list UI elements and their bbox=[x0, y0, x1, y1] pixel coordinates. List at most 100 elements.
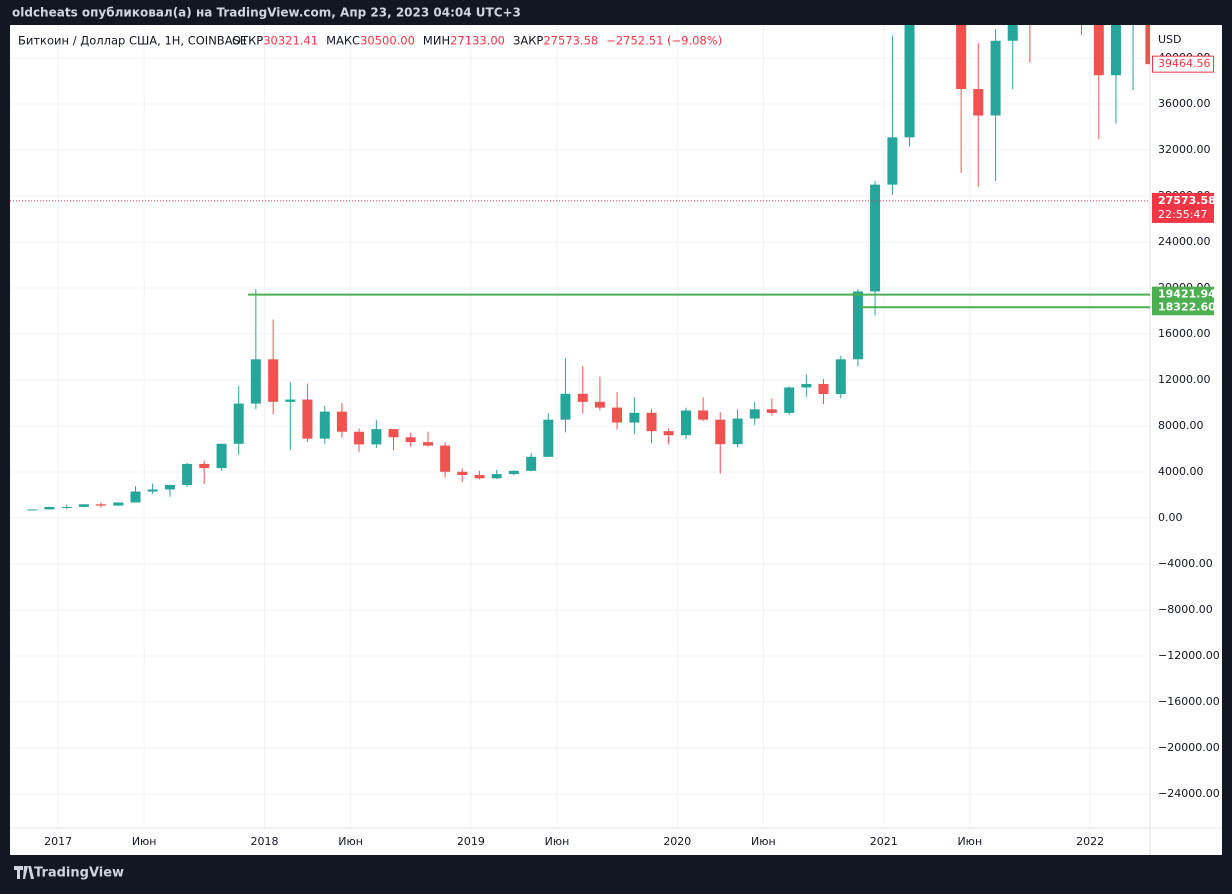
x-tick-label: 2020 bbox=[663, 835, 691, 848]
candle-body bbox=[130, 491, 141, 503]
y-tick-label: −12000.00 bbox=[1158, 649, 1220, 662]
candle-body bbox=[474, 474, 485, 479]
y-tick-label: 24000.00 bbox=[1158, 235, 1211, 248]
y-tick-label: −8000.00 bbox=[1158, 603, 1213, 616]
candle-body bbox=[250, 359, 261, 404]
candle-body bbox=[371, 429, 382, 445]
candle-body bbox=[663, 431, 674, 436]
candle-body bbox=[164, 484, 175, 490]
candle-body bbox=[526, 456, 537, 471]
legend-change: −2752.51 (−9.08%) bbox=[606, 34, 722, 48]
candle-body bbox=[749, 409, 760, 419]
candle-body bbox=[594, 401, 605, 408]
y-tick-label: −24000.00 bbox=[1158, 787, 1220, 800]
candle-body bbox=[784, 387, 795, 413]
candle-body bbox=[78, 504, 89, 507]
candle-body bbox=[680, 410, 691, 436]
y-tick-label: −16000.00 bbox=[1158, 695, 1220, 708]
candle-body bbox=[818, 384, 829, 395]
level-label-bg bbox=[1152, 286, 1214, 303]
candle-body bbox=[956, 25, 967, 90]
candle-body bbox=[216, 443, 227, 469]
candle-body bbox=[852, 291, 863, 360]
candle-body bbox=[96, 504, 107, 506]
candle-body bbox=[1007, 25, 1018, 41]
candle-body bbox=[285, 399, 296, 402]
x-tick-label: 2019 bbox=[457, 835, 485, 848]
x-tick-label: Июн bbox=[132, 835, 157, 848]
candle-body bbox=[27, 509, 38, 511]
legend-label: ЗАКР bbox=[513, 34, 543, 48]
candle-body bbox=[354, 431, 365, 445]
legend-value: 27133.00 bbox=[450, 34, 505, 48]
chart-panel bbox=[10, 25, 1222, 855]
candle-body bbox=[629, 412, 640, 423]
candle-body bbox=[388, 429, 399, 438]
publish-info: oldcheats опубликовал(а) на TradingView.… bbox=[12, 6, 521, 20]
candle-body bbox=[491, 474, 502, 479]
candle-body bbox=[543, 419, 554, 457]
candle-body bbox=[1093, 25, 1104, 76]
x-tick-label: 2022 bbox=[1076, 835, 1104, 848]
candle-body bbox=[319, 411, 330, 439]
price-label-bg bbox=[1152, 192, 1214, 223]
candle-body bbox=[199, 463, 210, 469]
candle-body bbox=[422, 442, 433, 446]
candle-body bbox=[457, 471, 468, 475]
candle-body bbox=[904, 25, 915, 138]
x-tick-label: 2017 bbox=[44, 835, 72, 848]
legend-label: ОТКР bbox=[232, 34, 263, 48]
candle-body bbox=[1145, 25, 1150, 65]
candle-body bbox=[440, 445, 451, 472]
candle-body bbox=[887, 137, 898, 185]
y-tick-label: 0.00 bbox=[1158, 511, 1183, 524]
x-tick-label: 2021 bbox=[870, 835, 898, 848]
candle-body bbox=[182, 463, 193, 485]
x-tick-label: 2018 bbox=[251, 835, 279, 848]
candle-body bbox=[560, 393, 571, 420]
y-tick-label: −20000.00 bbox=[1158, 741, 1220, 754]
axes: 40000.0036000.0032000.0028000.0024000.00… bbox=[44, 51, 1220, 848]
candle-body bbox=[113, 502, 124, 506]
candle-body bbox=[336, 411, 347, 432]
candle-body bbox=[44, 506, 55, 510]
price-label: 27573.58 bbox=[1158, 194, 1216, 207]
last-price-label: 39464.56 bbox=[1158, 57, 1211, 70]
candle-body bbox=[61, 506, 72, 508]
level-label: 18322.60 bbox=[1158, 300, 1216, 313]
y-tick-label: 36000.00 bbox=[1158, 97, 1211, 110]
candle-body bbox=[1110, 25, 1121, 76]
brand-name: TradingView bbox=[34, 866, 124, 881]
candle-body bbox=[801, 384, 812, 388]
level-label: 19421.94 bbox=[1158, 288, 1216, 301]
candle-body bbox=[973, 89, 984, 116]
candle-body bbox=[577, 393, 588, 402]
last-price-bg bbox=[1152, 55, 1214, 73]
y-tick-label: −4000.00 bbox=[1158, 557, 1213, 570]
level-label-bg bbox=[1152, 299, 1214, 316]
candle-body bbox=[990, 40, 1001, 116]
brand: TradingView bbox=[14, 866, 124, 881]
brand-logo bbox=[14, 866, 34, 879]
candle-body bbox=[835, 359, 846, 395]
candle-body bbox=[870, 184, 881, 292]
x-tick-label: Июн bbox=[751, 835, 776, 848]
candle-body bbox=[732, 418, 743, 445]
y-tick-label: 16000.00 bbox=[1158, 327, 1211, 340]
candle-body bbox=[766, 409, 777, 413]
candle-body bbox=[698, 410, 709, 420]
plot bbox=[10, 25, 1150, 511]
y-tick-label: 12000.00 bbox=[1158, 373, 1211, 386]
candle-body bbox=[147, 489, 158, 492]
x-tick-label: Июн bbox=[957, 835, 982, 848]
x-tick-label: Июн bbox=[338, 835, 363, 848]
legend-label: МАКС bbox=[326, 34, 360, 48]
candle-body bbox=[612, 407, 623, 423]
candle-body bbox=[508, 470, 519, 475]
legend-value: 30500.00 bbox=[360, 34, 415, 48]
candle-body bbox=[268, 359, 279, 402]
grid bbox=[10, 25, 1150, 828]
